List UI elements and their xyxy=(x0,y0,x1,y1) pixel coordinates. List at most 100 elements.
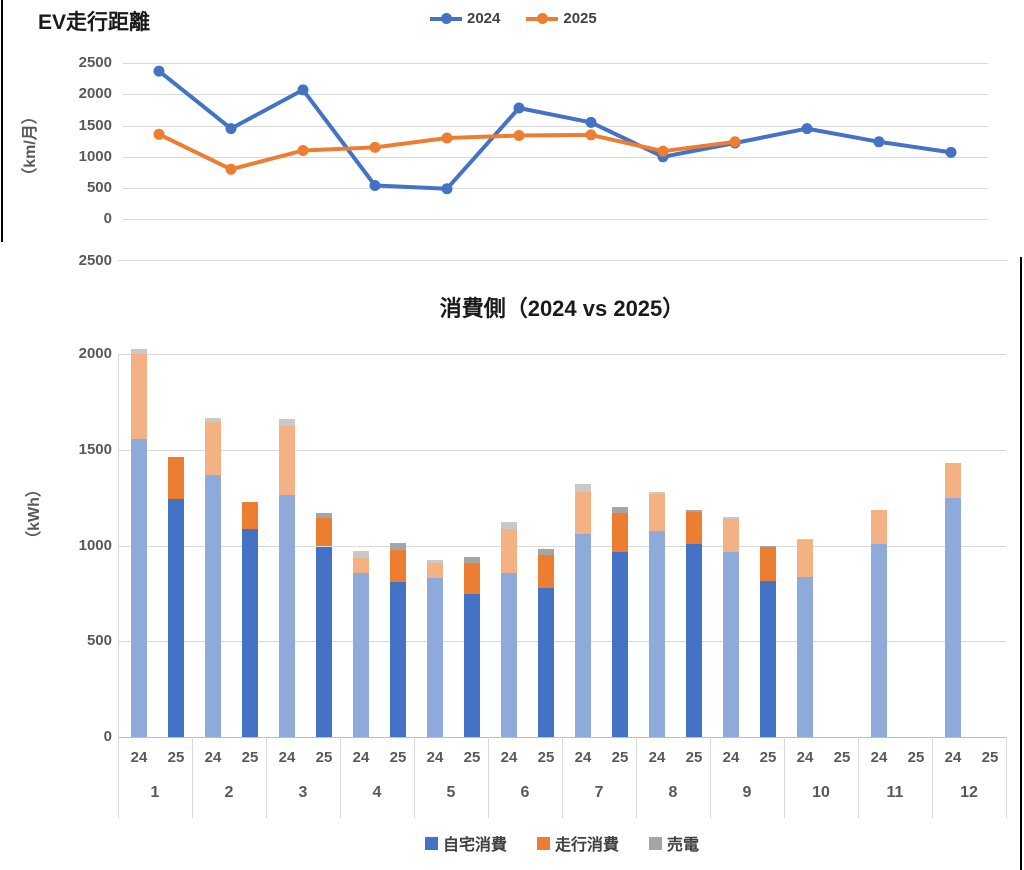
bar-segment-2025-m2-home xyxy=(242,529,258,737)
y-tick-label: 2500 xyxy=(78,54,112,71)
bar-segment-2025-m5-drive xyxy=(464,562,480,595)
bar-segment-2024-m2-home xyxy=(205,474,221,737)
bar-segment-2024-m8-sell xyxy=(649,491,665,494)
bar-segment-2024-m4-drive xyxy=(353,557,369,574)
data-point-2025 xyxy=(369,141,381,153)
x-sub-label: 25 xyxy=(315,749,333,766)
bar-segment-2025-m5-home xyxy=(464,594,480,737)
bar-segment-2024-m3-drive xyxy=(279,425,295,495)
bar-segment-2024-m1-sell xyxy=(131,349,147,354)
y-tick-label: 1500 xyxy=(78,440,112,458)
bar-segment-2025-m1-home xyxy=(168,498,184,737)
line-marker-icon xyxy=(430,13,462,25)
bar-segment-2025-m4-sell xyxy=(390,542,406,551)
gridline xyxy=(123,63,988,64)
data-point-2025 xyxy=(585,129,597,141)
data-point-2025 xyxy=(657,145,669,157)
data-point-2025 xyxy=(297,145,309,156)
line-series-2024 xyxy=(157,69,952,191)
bottom-chart-legend: 自宅消費 走行消費 売電 xyxy=(118,831,1006,855)
top-chart-legend: 2024 2025 xyxy=(430,10,597,27)
x-sub-label: 24 xyxy=(352,749,370,766)
x-month-label: 4 xyxy=(372,784,382,801)
x-sub-label: 25 xyxy=(981,749,999,766)
x-sub-label: 25 xyxy=(685,749,703,766)
y-tick-label: 1000 xyxy=(78,536,112,554)
y-tick-label: 1500 xyxy=(78,116,112,134)
bar-segment-2025-m7-sell xyxy=(612,507,628,513)
x-sub-label: 24 xyxy=(130,749,148,766)
y-tick-label: 1000 xyxy=(78,147,112,165)
x-sub-label: 25 xyxy=(833,749,851,766)
stray-tick-label: 2500 xyxy=(78,252,112,269)
data-point-2024 xyxy=(585,116,597,128)
bar-segment-2025-m1-drive xyxy=(168,457,184,499)
right-border-line xyxy=(1020,257,1022,870)
y-tick-label: 2000 xyxy=(78,85,112,103)
bar-segment-2024-m8-drive xyxy=(649,493,665,532)
bar-segment-2025-m6-sell xyxy=(538,549,554,555)
bar-segment-2024-m3-sell xyxy=(279,419,295,426)
bar-segment-2025-m6-drive xyxy=(538,555,554,588)
x-sub-label: 24 xyxy=(870,749,888,766)
y-axis-line xyxy=(118,354,119,737)
x-axis-divider xyxy=(636,737,637,818)
x-sub-label: 24 xyxy=(278,749,296,766)
x-axis-divider xyxy=(488,737,489,818)
y-tick-label: 500 xyxy=(86,179,112,196)
x-month-label: 2 xyxy=(224,784,234,801)
bar-segment-2024-m2-drive xyxy=(205,422,221,475)
x-axis-divider xyxy=(932,737,933,818)
bar-segment-2024-m11-drive xyxy=(871,510,887,544)
data-point-2025 xyxy=(729,136,741,148)
bar-segment-2024-m10-drive xyxy=(797,539,813,578)
bar-segment-2024-m5-home xyxy=(427,578,443,737)
left-border-line xyxy=(1,0,3,242)
x-sub-label: 24 xyxy=(574,749,592,766)
bar-segment-2025-m7-drive xyxy=(612,512,628,553)
x-month-label: 5 xyxy=(446,784,456,801)
bar-segment-2024-m7-drive xyxy=(575,491,591,534)
gridline xyxy=(123,156,988,158)
gridline xyxy=(123,188,988,189)
x-axis-divider xyxy=(340,737,341,818)
bar-segment-2024-m9-drive xyxy=(723,518,739,553)
x-sub-label: 25 xyxy=(241,749,259,766)
data-point-2024 xyxy=(153,65,165,77)
x-month-label: 1 xyxy=(150,784,160,801)
x-month-label: 3 xyxy=(298,784,308,801)
bar-segment-2025-m9-sell xyxy=(760,545,776,548)
data-point-2025 xyxy=(441,132,453,144)
legend-label: 売電 xyxy=(667,837,700,854)
bar-segment-2024-m8-home xyxy=(649,531,665,737)
legend-item-sell: 売電 xyxy=(649,831,699,855)
bar-segment-2024-m12-home xyxy=(945,497,961,737)
data-point-2025 xyxy=(513,130,525,141)
bar-segment-2024-m10-sell xyxy=(797,538,813,540)
bar-segment-2024-m1-home xyxy=(131,439,147,737)
gridline xyxy=(123,125,988,127)
square-marker-icon xyxy=(424,836,438,850)
bar-segment-2024-m4-home xyxy=(353,573,369,737)
stray-gridline xyxy=(118,260,1008,261)
data-point-2025 xyxy=(225,163,237,175)
bar-segment-2024-m4-sell xyxy=(353,551,369,558)
y-tick-label: 0 xyxy=(103,210,112,228)
x-axis-divider xyxy=(710,737,711,818)
top-chart-title: EV走行距離 xyxy=(38,11,151,34)
x-sub-label: 24 xyxy=(944,749,962,766)
bar-segment-2025-m4-home xyxy=(390,581,406,737)
legend-item-home: 自宅消費 xyxy=(424,831,507,855)
bar-segment-2024-m10-home xyxy=(797,577,813,737)
bar-segment-2024-m9-sell xyxy=(723,516,739,519)
bar-segment-2025-m9-home xyxy=(760,580,776,737)
y-tick-label: 500 xyxy=(86,632,112,650)
bar-segment-2025-m8-drive xyxy=(686,512,702,544)
x-sub-label: 24 xyxy=(648,749,666,766)
legend-label: 2025 xyxy=(563,10,597,27)
bar-segment-2024-m3-home xyxy=(279,494,295,737)
x-month-label: 12 xyxy=(960,784,978,801)
bar-segment-2024-m1-drive xyxy=(131,354,147,440)
square-marker-icon xyxy=(649,836,662,850)
x-axis-divider xyxy=(118,737,119,818)
